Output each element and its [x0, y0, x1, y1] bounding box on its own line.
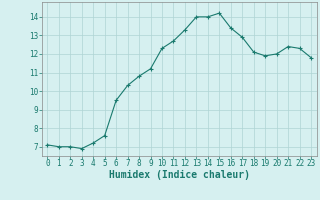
X-axis label: Humidex (Indice chaleur): Humidex (Indice chaleur) — [109, 170, 250, 180]
